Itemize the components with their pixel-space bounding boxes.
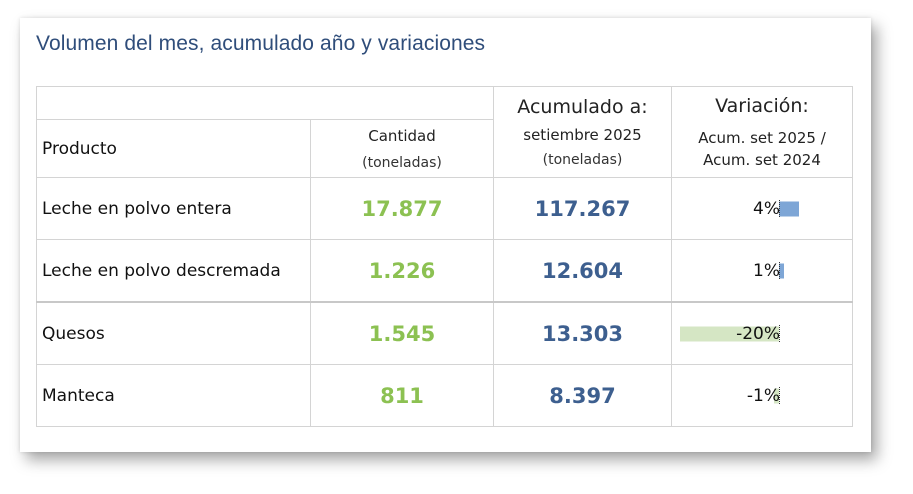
accumulated-value: 12.604 [493, 239, 672, 303]
quantity-value: 17.877 [310, 177, 494, 240]
header-accumulated: Acumulado a: setiembre 2025 (toneladas) [493, 86, 672, 178]
table-row: Manteca 811 8.397 -1% [36, 364, 853, 427]
variation-value: -1% [746, 385, 780, 406]
qty-label: Cantidad [368, 126, 436, 145]
table-row: Quesos 1.545 13.303 -20% [36, 301, 853, 365]
header-product: Producto [36, 119, 311, 178]
variation-bar [774, 388, 779, 403]
variation-value: 4% [753, 198, 780, 219]
report-title: Volumen del mes, acumulado año y variaci… [36, 32, 486, 55]
variation-axis [779, 387, 780, 404]
header-row-top: Acumulado a: setiembre 2025 (toneladas) … [36, 86, 853, 178]
accumulated-value: 117.267 [493, 177, 672, 240]
variation-axis [779, 262, 780, 279]
variation-cell: 1% [671, 239, 853, 303]
qty-unit: (toneladas) [362, 154, 442, 171]
variation-cell: -20% [671, 301, 853, 365]
var-label: Variación: [715, 95, 809, 117]
variation-axis [779, 325, 780, 342]
product-name: Manteca [36, 364, 311, 427]
variation-cell: -1% [671, 364, 853, 427]
quantity-value: 1.545 [310, 301, 494, 365]
variation-bar [779, 201, 799, 216]
header-row-bottom: Producto Cantidad (toneladas) [36, 119, 853, 178]
var-line1: Acum. set 2025 / [698, 129, 826, 147]
variation-bar [680, 326, 779, 341]
table-row: Leche en polvo descremada 1.226 12.604 1… [36, 239, 853, 303]
table-row: Leche en polvo entera 17.877 117.267 4% [36, 177, 853, 240]
variation-axis [779, 200, 780, 217]
accumulated-value: 8.397 [493, 364, 672, 427]
variation-value: 1% [753, 260, 780, 281]
accumulated-value: 13.303 [493, 301, 672, 365]
var-line2: Acum. set 2024 [703, 151, 821, 169]
product-name: Leche en polvo descremada [36, 239, 311, 303]
header-variation: Variación: Acum. set 2025 / Acum. set 20… [671, 86, 853, 178]
quantity-value: 811 [310, 364, 494, 427]
product-name: Quesos [36, 301, 311, 365]
header-quantity: Cantidad (toneladas) [310, 119, 494, 178]
acc-period: setiembre 2025 [523, 126, 642, 144]
acc-label: Acumulado a: [517, 96, 648, 118]
acc-unit: (toneladas) [542, 152, 623, 168]
product-name: Leche en polvo entera [36, 177, 311, 240]
header-empty-cell [36, 86, 494, 120]
quantity-value: 1.226 [310, 239, 494, 303]
variation-cell: 4% [671, 177, 853, 240]
volume-table: Acumulado a: setiembre 2025 (toneladas) … [36, 86, 853, 427]
variation-bar [779, 263, 784, 278]
report-card: Volumen del mes, acumulado año y variaci… [20, 18, 871, 452]
variation-value: -20% [736, 323, 780, 344]
